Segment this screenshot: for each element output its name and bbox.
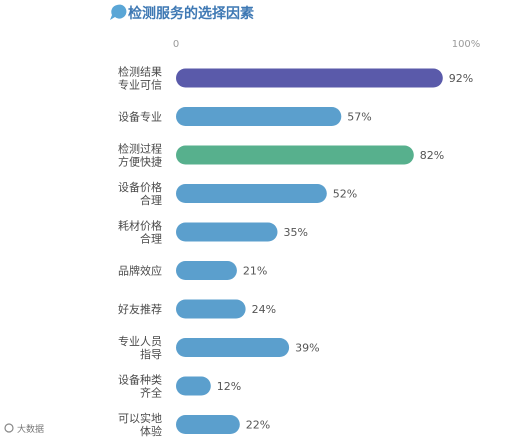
bar-2 <box>176 145 414 165</box>
bar-6 <box>176 299 246 319</box>
speech-bubble-icon <box>110 4 127 21</box>
value-label-4: 35% <box>284 226 308 239</box>
bar-7 <box>176 338 290 357</box>
category-label-0-0: 检测结果 <box>118 65 162 79</box>
category-label-8-0: 设备种类 <box>118 373 162 387</box>
category-label-2-0: 检测过程 <box>118 142 162 156</box>
value-label-8: 12% <box>217 380 241 393</box>
bar-8 <box>176 376 211 396</box>
value-label-0: 92% <box>449 72 473 85</box>
bar-3 <box>176 184 327 203</box>
category-label-7-0: 专业人员 <box>118 334 162 348</box>
value-label-5: 21% <box>243 265 267 278</box>
axis-min-label: 0 <box>173 39 179 50</box>
bar-5 <box>176 261 237 280</box>
value-label-7: 39% <box>295 342 319 355</box>
category-label-9-0: 可以实地 <box>118 411 162 425</box>
value-label-1: 57% <box>347 111 371 124</box>
category-label-1-0: 设备专业 <box>118 110 162 124</box>
bar-4 <box>176 222 278 242</box>
bars-group: 92%检测结果专业可信57%设备专业82%检测过程方便快捷52%设备价格合理35… <box>118 65 473 438</box>
category-label-3-0: 设备价格 <box>118 180 162 194</box>
category-label-6-0: 好友推荐 <box>118 302 162 316</box>
category-label-5-0: 品牌效应 <box>118 264 162 278</box>
axis-max-label: 100% <box>452 39 481 50</box>
value-label-2: 82% <box>420 149 444 162</box>
category-label-7-1: 指导 <box>140 347 162 361</box>
footer-source: 大数据 <box>17 423 44 435</box>
source-icon <box>4 423 14 433</box>
category-label-4-0: 耗材价格 <box>118 219 162 233</box>
bar-9 <box>176 415 240 434</box>
footer: 大数据 <box>4 423 44 435</box>
value-label-6: 24% <box>252 303 276 316</box>
category-label-8-1: 齐全 <box>140 386 162 400</box>
category-label-4-1: 合理 <box>140 232 162 246</box>
value-label-9: 22% <box>246 419 270 432</box>
bar-1 <box>176 107 342 126</box>
chart-title: 检测服务的选择因素 <box>128 5 254 22</box>
chart-title-group: 检测服务的选择因素 <box>110 4 254 22</box>
bar-0 <box>176 68 443 88</box>
category-label-2-1: 方便快捷 <box>118 155 162 169</box>
value-label-3: 52% <box>333 188 357 201</box>
category-label-9-1: 体验 <box>140 424 162 438</box>
category-label-3-1: 合理 <box>140 193 162 207</box>
category-label-0-1: 专业可信 <box>118 78 162 92</box>
